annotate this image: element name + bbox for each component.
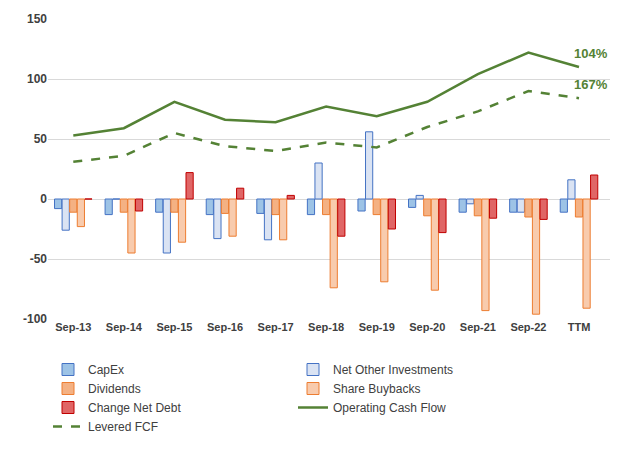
svg-text:Sep-18: Sep-18 bbox=[308, 321, 344, 333]
svg-text:150: 150 bbox=[27, 12, 47, 26]
svg-text:Operating Cash Flow: Operating Cash Flow bbox=[333, 401, 446, 415]
svg-text:Dividends: Dividends bbox=[88, 382, 141, 396]
svg-text:0: 0 bbox=[40, 192, 47, 206]
svg-text:Sep-16: Sep-16 bbox=[207, 321, 243, 333]
svg-text:Sep-14: Sep-14 bbox=[106, 321, 143, 333]
svg-text:Sep-21: Sep-21 bbox=[460, 321, 496, 333]
svg-text:Sep-15: Sep-15 bbox=[156, 321, 192, 333]
svg-text:167%: 167% bbox=[574, 77, 608, 92]
svg-text:Sep-17: Sep-17 bbox=[258, 321, 294, 333]
svg-text:Levered FCF: Levered FCF bbox=[88, 420, 158, 434]
svg-text:Net Other Investments: Net Other Investments bbox=[333, 363, 453, 377]
svg-text:Sep-22: Sep-22 bbox=[510, 321, 546, 333]
svg-text:Change Net Debt: Change Net Debt bbox=[88, 401, 181, 415]
svg-text:Sep-20: Sep-20 bbox=[409, 321, 445, 333]
svg-text:Share Buybacks: Share Buybacks bbox=[333, 382, 420, 396]
svg-text:50: 50 bbox=[34, 132, 48, 146]
svg-text:Sep-19: Sep-19 bbox=[359, 321, 395, 333]
svg-text:TTM: TTM bbox=[568, 321, 591, 333]
svg-text:CapEx: CapEx bbox=[88, 363, 124, 377]
svg-text:Sep-13: Sep-13 bbox=[55, 321, 91, 333]
svg-text:104%: 104% bbox=[574, 46, 608, 61]
svg-text:100: 100 bbox=[27, 72, 47, 86]
svg-text:-50: -50 bbox=[30, 252, 48, 266]
svg-text:-100: -100 bbox=[23, 312, 47, 326]
